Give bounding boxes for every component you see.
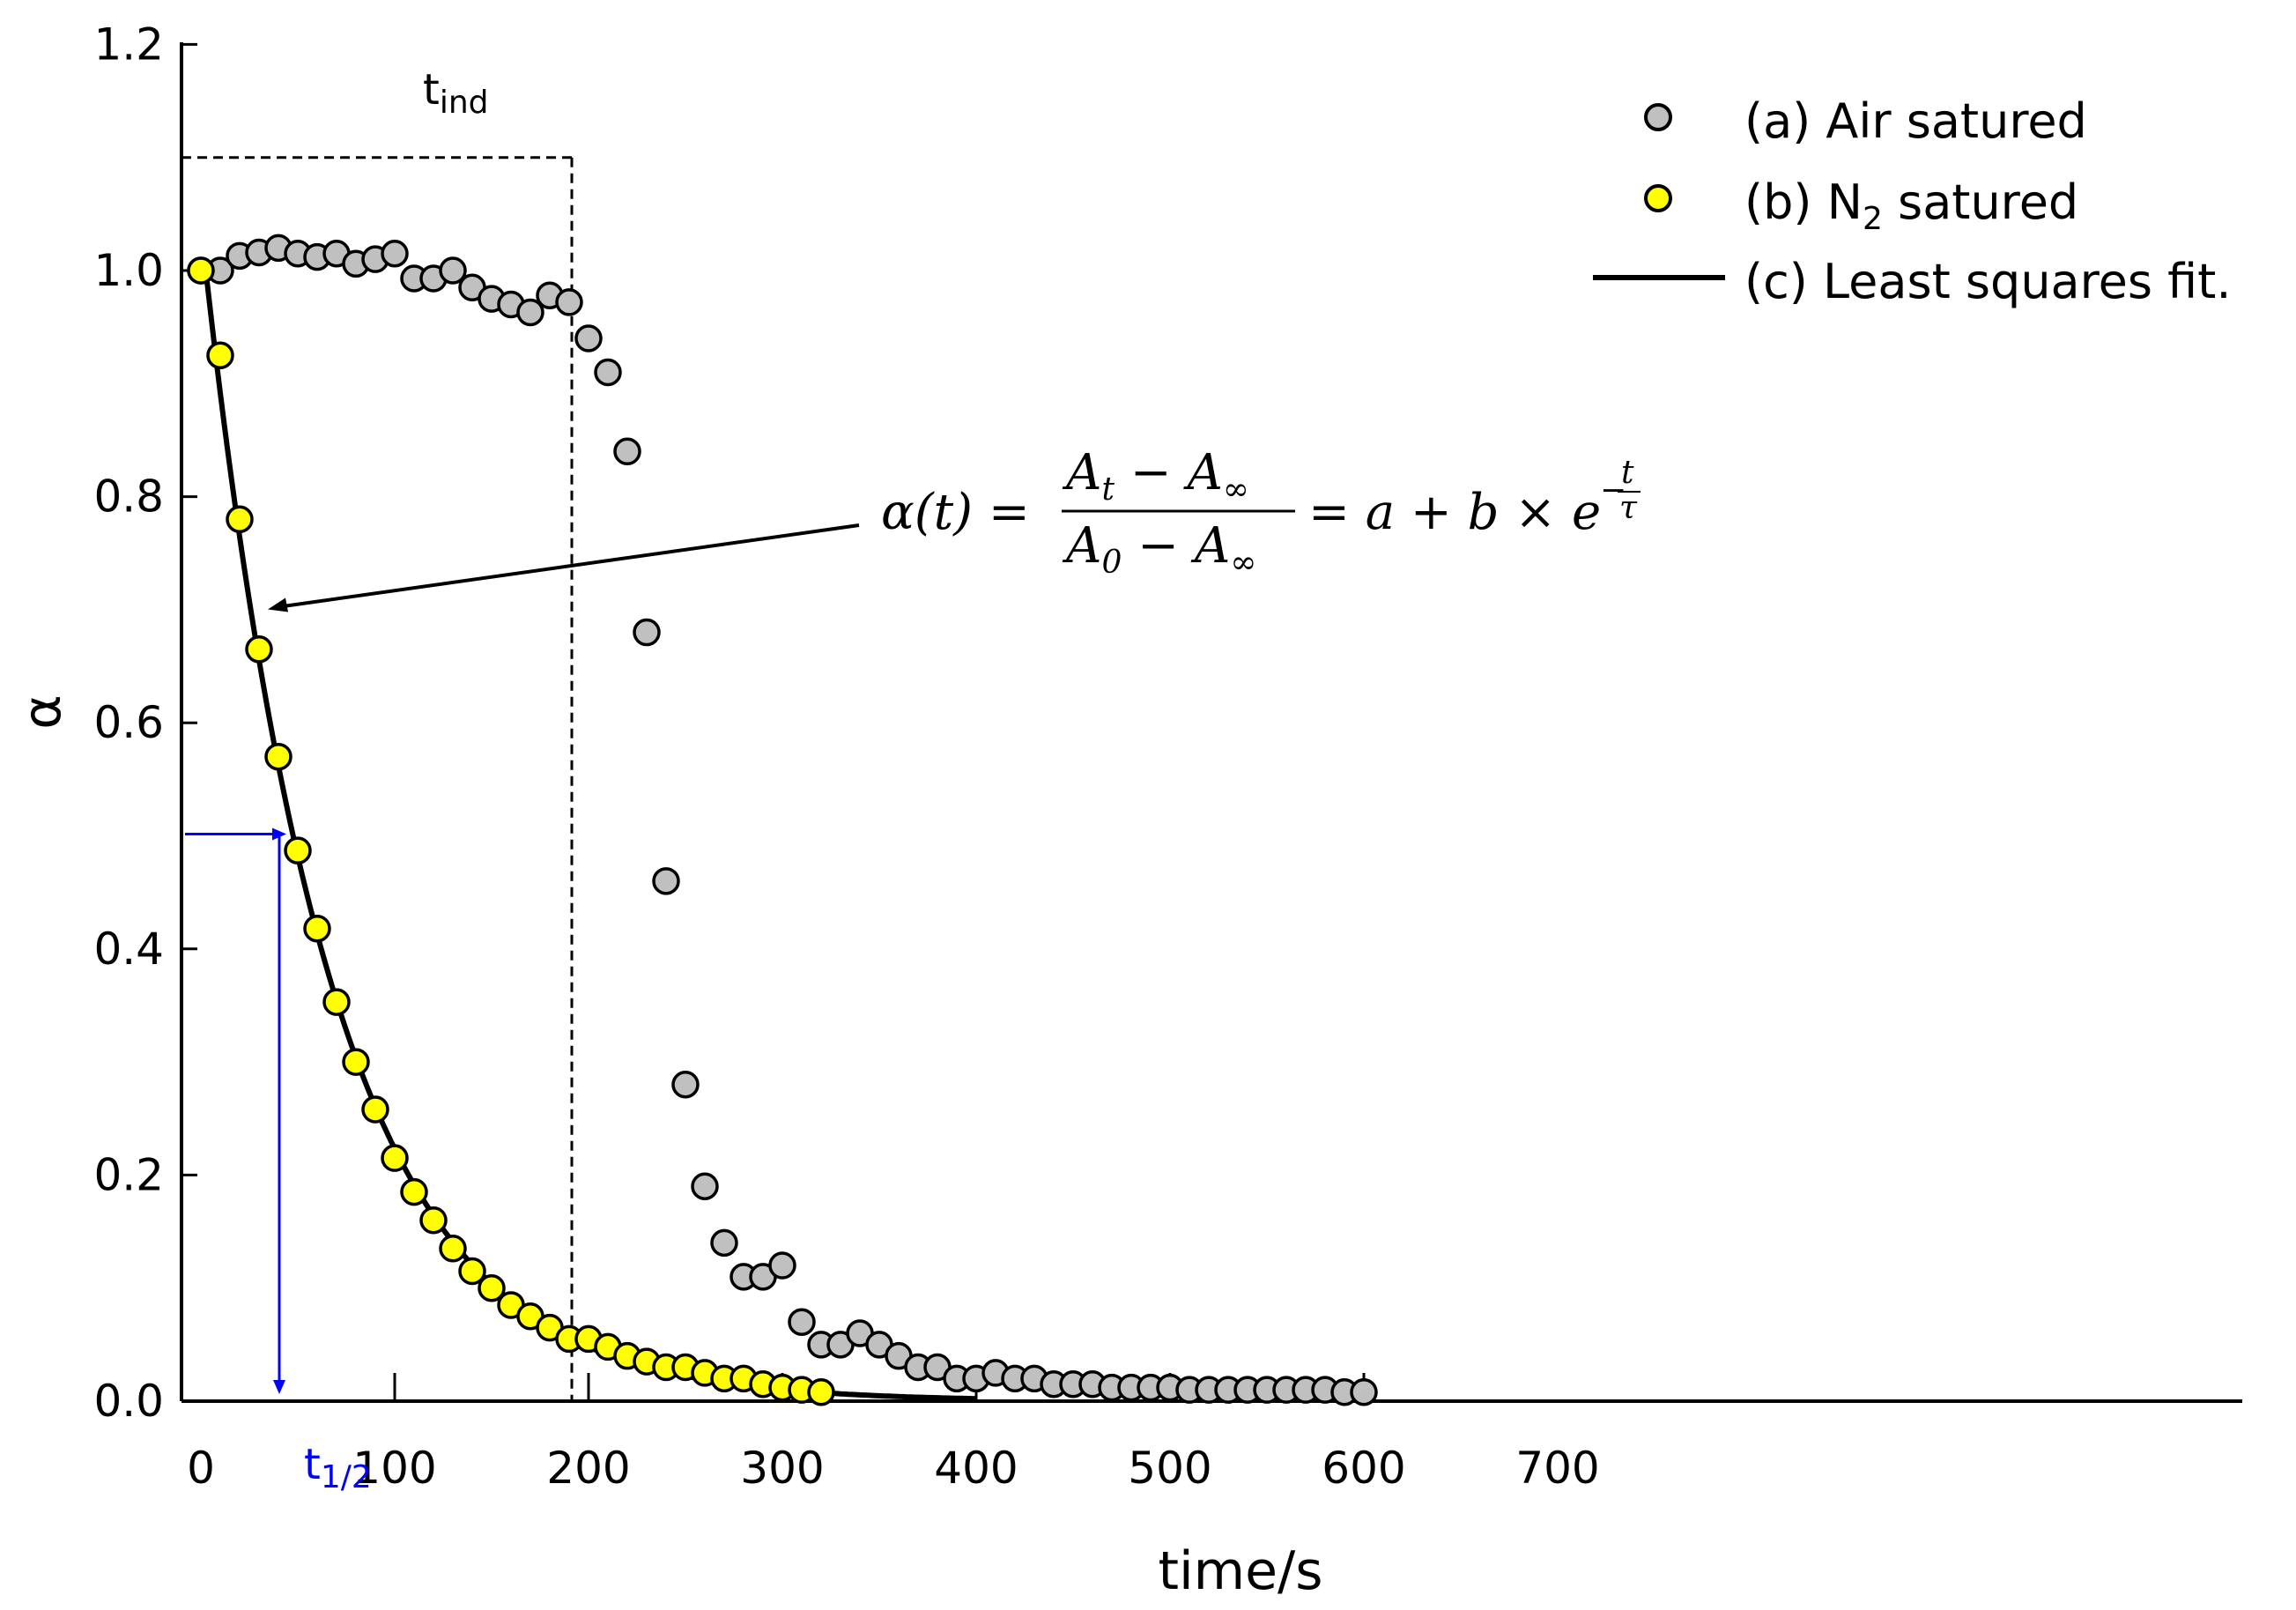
n2-saturated-point xyxy=(322,988,351,1016)
n2-saturated-point xyxy=(303,914,331,943)
half-life-label: t1/2 xyxy=(304,1440,372,1495)
n2-saturated-point xyxy=(264,742,293,771)
air-saturated-point xyxy=(652,867,680,895)
y-tick-label: 0.4 xyxy=(93,924,164,975)
air-saturated-point xyxy=(516,298,544,327)
n2-saturated-series xyxy=(187,256,835,1406)
y-tick-label: 0.2 xyxy=(93,1149,164,1200)
n2-saturated-point xyxy=(284,836,312,864)
air-saturated-point xyxy=(788,1308,816,1336)
formula-rhs: = a + b × e xyxy=(1308,484,1601,541)
x-tick-label: 200 xyxy=(546,1443,630,1494)
n2-saturated-point xyxy=(361,1095,389,1124)
n2-saturated-point xyxy=(245,635,273,664)
formula-arrow xyxy=(268,523,860,612)
n2-saturated-point xyxy=(807,1377,835,1406)
induction-time-label: tind xyxy=(423,65,489,121)
n2-saturated-point xyxy=(206,341,234,369)
least-squares-fit-line xyxy=(202,260,977,1402)
formula-denominator: A0 − A∞ xyxy=(1062,517,1256,581)
x-tick-label: 100 xyxy=(352,1443,436,1494)
formula-lhs: α(t) = xyxy=(881,484,1030,541)
rate-formula: α(t) = At − A∞ A0 − A∞ = a + b × e − t τ xyxy=(881,444,1641,581)
n2-saturated-point xyxy=(187,256,215,285)
formula-exp-numerator: t xyxy=(1621,455,1634,491)
formula-numerator: At − A∞ xyxy=(1062,444,1249,508)
n2-saturated-point xyxy=(342,1048,370,1076)
y-tick-label: 0.0 xyxy=(93,1376,164,1427)
legend: (a) Air satured (b) N2 satured (c) Least… xyxy=(1593,93,2232,309)
legend-label-n2: (b) N2 satured xyxy=(1744,174,2078,237)
formula-arrowhead xyxy=(268,597,288,612)
n2-saturated-point xyxy=(419,1206,448,1235)
legend-marker-air xyxy=(1644,103,1672,131)
air-saturated-point xyxy=(671,1071,700,1099)
x-tick-label: 300 xyxy=(740,1443,824,1494)
n2-saturated-point xyxy=(400,1177,428,1206)
formula-exp-denominator: τ xyxy=(1619,490,1638,526)
y-tick-label: 1.0 xyxy=(93,245,164,296)
formula-exp-sign: − xyxy=(1600,472,1626,508)
n2-saturated-point xyxy=(458,1257,486,1286)
n2-saturated-point xyxy=(226,505,254,534)
induction-time-box xyxy=(181,156,574,1401)
air-saturated-point xyxy=(691,1172,719,1200)
air-saturated-point xyxy=(1350,1377,1378,1406)
air-saturated-point xyxy=(613,437,641,466)
air-saturated-point xyxy=(633,618,661,647)
x-axis-title: time/s xyxy=(1158,1540,1322,1602)
y-tick-label: 0.8 xyxy=(93,471,164,523)
half-life-arrowhead-down xyxy=(273,1380,285,1394)
x-tick-label: 400 xyxy=(934,1443,1018,1494)
air-saturated-point xyxy=(555,288,583,316)
air-saturated-point xyxy=(381,240,409,268)
legend-label-fit: (c) Least squares fit. xyxy=(1744,254,2232,309)
x-tick-label: 700 xyxy=(1515,1443,1599,1494)
y-tick-label: 0.6 xyxy=(93,697,164,748)
x-tick-label: 0 xyxy=(187,1443,215,1494)
y-axis-title: α xyxy=(11,694,73,730)
air-saturated-point xyxy=(439,256,467,285)
air-saturated-point xyxy=(594,358,622,387)
legend-marker-n2 xyxy=(1644,184,1672,212)
n2-saturated-point xyxy=(478,1273,506,1302)
legend-label-air: (a) Air satured xyxy=(1744,93,2087,149)
x-tick-label: 600 xyxy=(1322,1443,1405,1494)
formula-arrow-shaft xyxy=(279,523,860,609)
half-life-construction xyxy=(185,827,286,1394)
n2-saturated-point xyxy=(381,1144,409,1172)
n2-saturated-point xyxy=(439,1235,467,1263)
air-saturated-series xyxy=(187,234,1378,1406)
air-saturated-point xyxy=(768,1251,796,1280)
y-tick-label: 1.2 xyxy=(93,19,164,70)
x-ticks: 0 100 200 300 400 500 600 700 xyxy=(187,1373,1600,1494)
air-saturated-point xyxy=(710,1228,738,1258)
x-tick-label: 500 xyxy=(1128,1443,1211,1494)
air-saturated-point xyxy=(574,324,603,352)
